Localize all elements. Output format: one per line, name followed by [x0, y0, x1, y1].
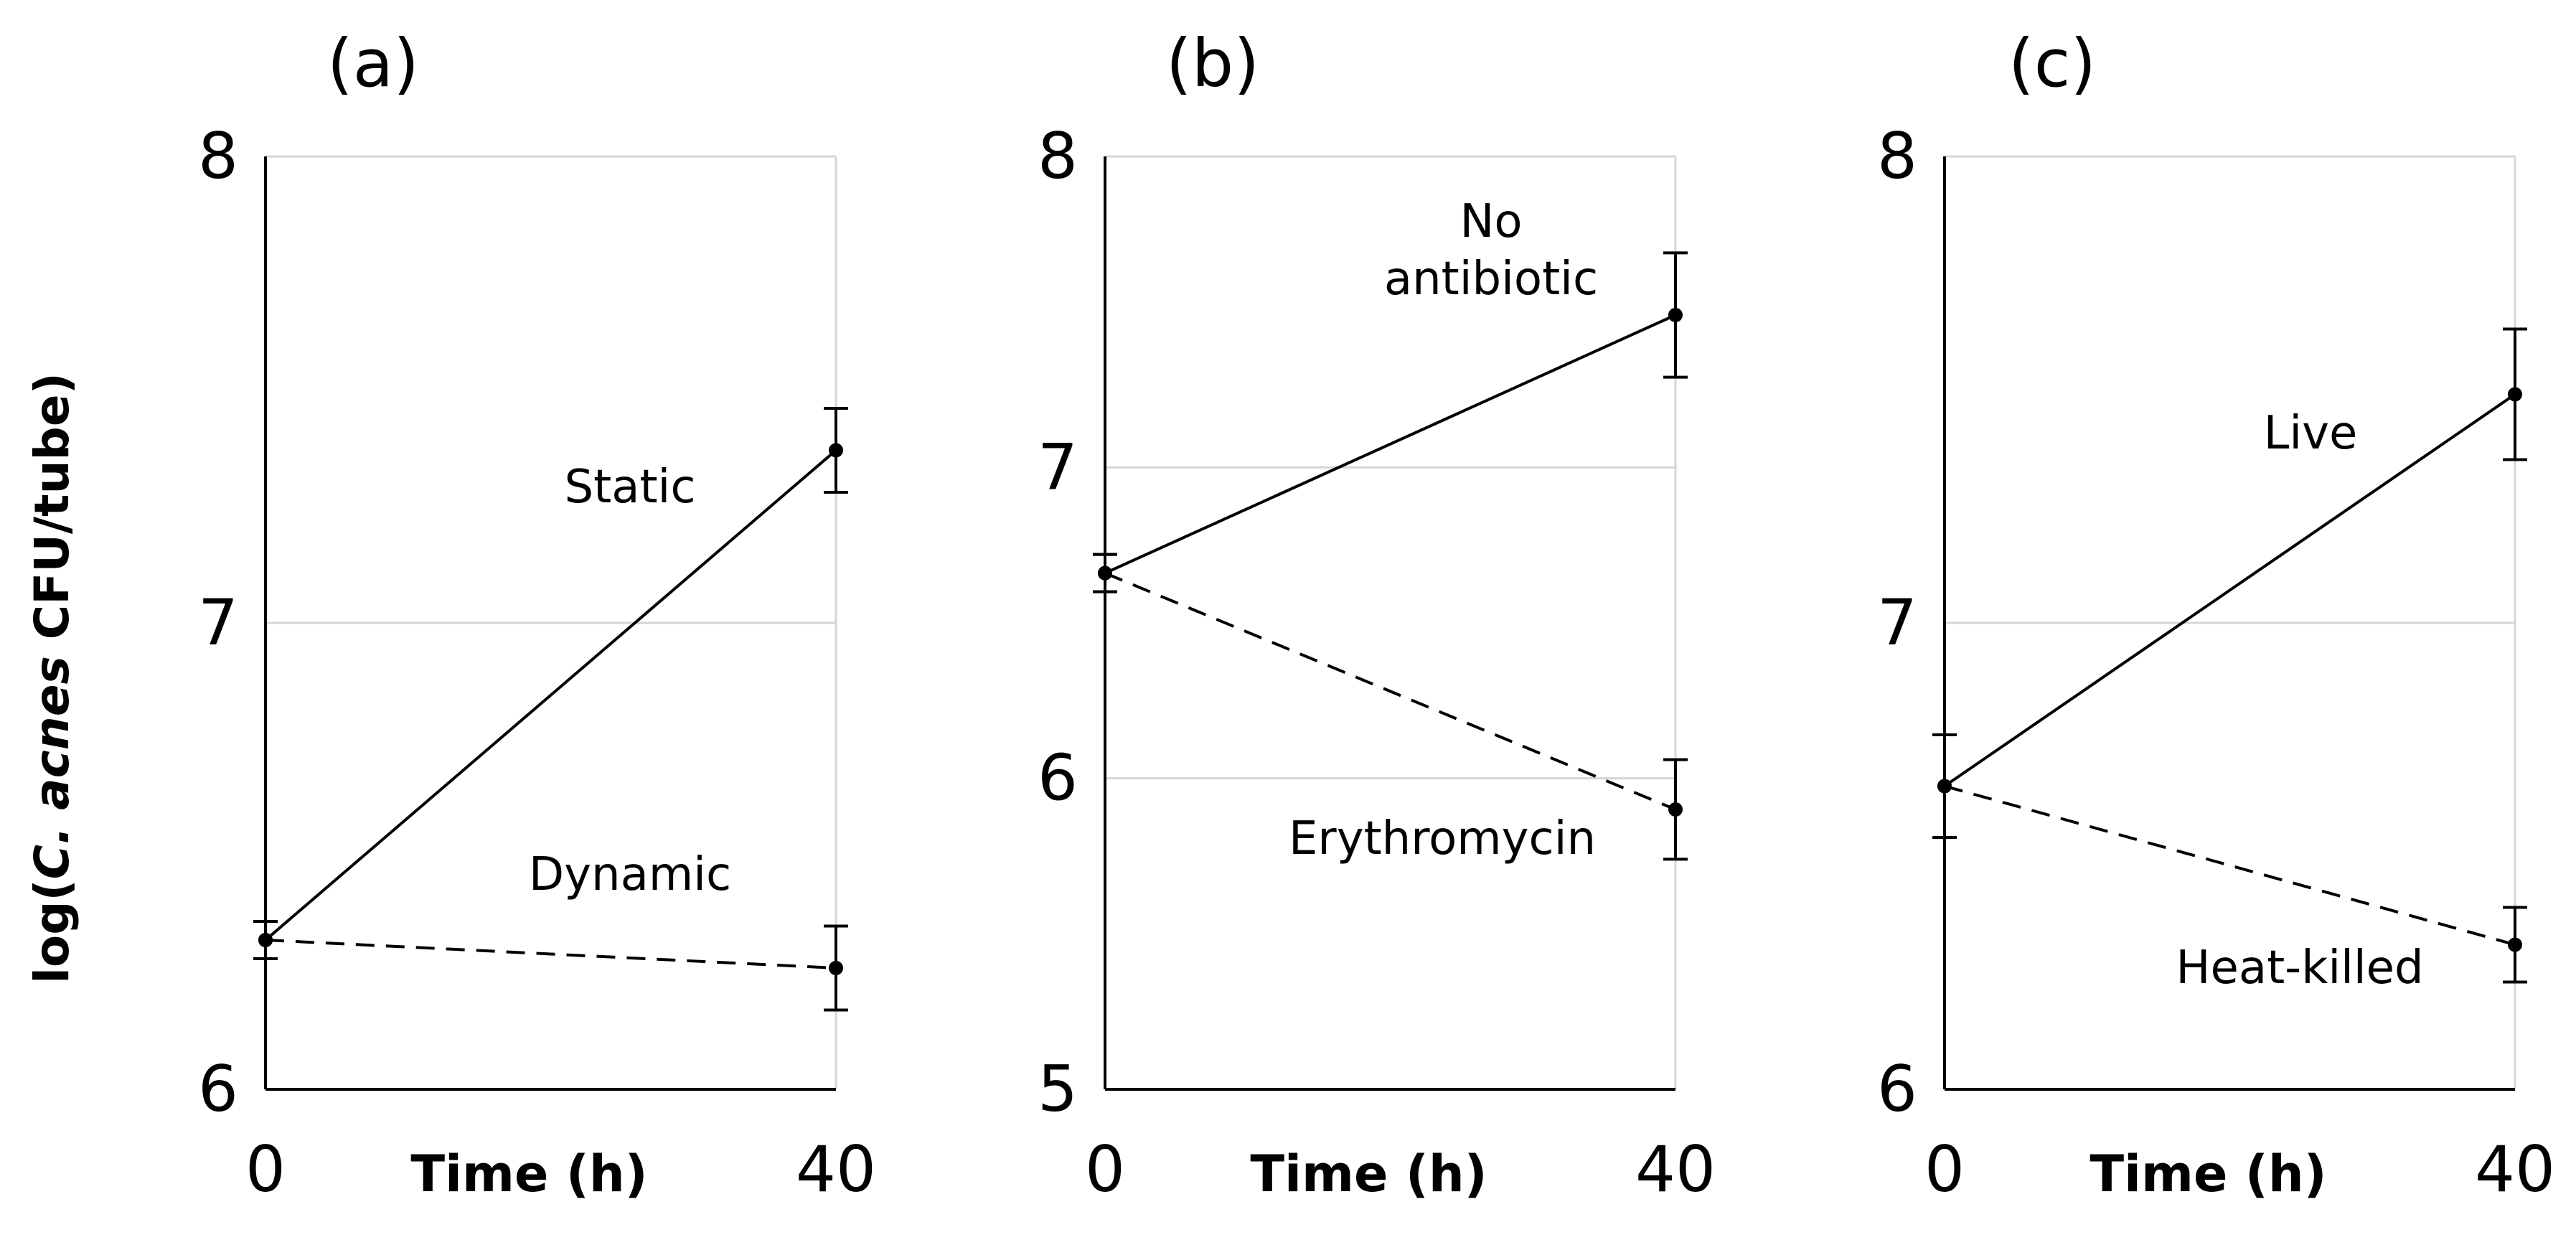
panel-label: (c) — [2008, 25, 2096, 102]
x-axis-label: Time (h) — [1250, 1145, 1487, 1203]
series-label: No — [1459, 195, 1522, 248]
x-tick-label: 40 — [1635, 1132, 1716, 1206]
x-tick-label: 0 — [1085, 1132, 1125, 1206]
data-point — [829, 443, 843, 458]
data-point — [2508, 387, 2522, 402]
x-tick-label: 40 — [2475, 1132, 2555, 1206]
data-point — [258, 933, 273, 947]
series-line — [1944, 784, 2516, 947]
series-line — [1104, 571, 1676, 811]
data-point — [1937, 779, 1952, 794]
series-label: Erythromycin — [1289, 812, 1596, 865]
x-tick-label: 40 — [796, 1132, 876, 1206]
y-tick-label: 8 — [1038, 119, 1078, 193]
y-axis-label-italic: C. acnes — [24, 656, 80, 879]
y-axis-label-suffix: CFU/tube) — [24, 372, 80, 656]
panel-label: (b) — [1166, 25, 1259, 102]
data-point — [1668, 802, 1683, 817]
x-axis-label: Time (h) — [2090, 1145, 2326, 1203]
data-point — [2508, 937, 2522, 952]
data-point — [1098, 565, 1112, 581]
series-label: Live — [2264, 407, 2358, 460]
panel-c: (c) 6 7 8 0 40 Time (h) Live Heat-killed — [1877, 25, 2555, 1206]
y-tick-label: 7 — [1038, 430, 1078, 504]
y-tick-label: 6 — [1877, 1052, 1917, 1126]
series-label: Static — [565, 461, 696, 514]
panel-label: (a) — [327, 25, 419, 102]
y-tick-label: 5 — [1038, 1052, 1078, 1126]
y-axis-label-prefix: log( — [24, 879, 80, 983]
data-point — [829, 961, 843, 975]
y-tick-label: 6 — [198, 1052, 238, 1126]
series-line — [264, 448, 837, 941]
y-tick-label: 6 — [1038, 741, 1078, 815]
panel-a: (a) 6 7 8 0 40 Time (h) Static Dynamic — [198, 25, 876, 1206]
series-label: antibiotic — [1384, 253, 1598, 306]
data-point — [1668, 308, 1683, 322]
x-axis-label: Time (h) — [410, 1145, 647, 1203]
y-tick-label: 8 — [1877, 119, 1917, 193]
series-line — [265, 939, 837, 969]
series-label: Dynamic — [529, 848, 731, 901]
y-tick-label: 7 — [1877, 586, 1917, 659]
series-label: Heat-killed — [2176, 941, 2423, 995]
y-axis-label: log(C. acnes CFU/tube) — [24, 372, 80, 983]
y-tick-label: 8 — [198, 119, 238, 193]
y-tick-label: 7 — [198, 586, 238, 659]
series-line — [1104, 314, 1676, 575]
x-tick-label: 0 — [1924, 1132, 1965, 1206]
series-line — [1943, 393, 2516, 788]
x-tick-label: 0 — [245, 1132, 286, 1206]
